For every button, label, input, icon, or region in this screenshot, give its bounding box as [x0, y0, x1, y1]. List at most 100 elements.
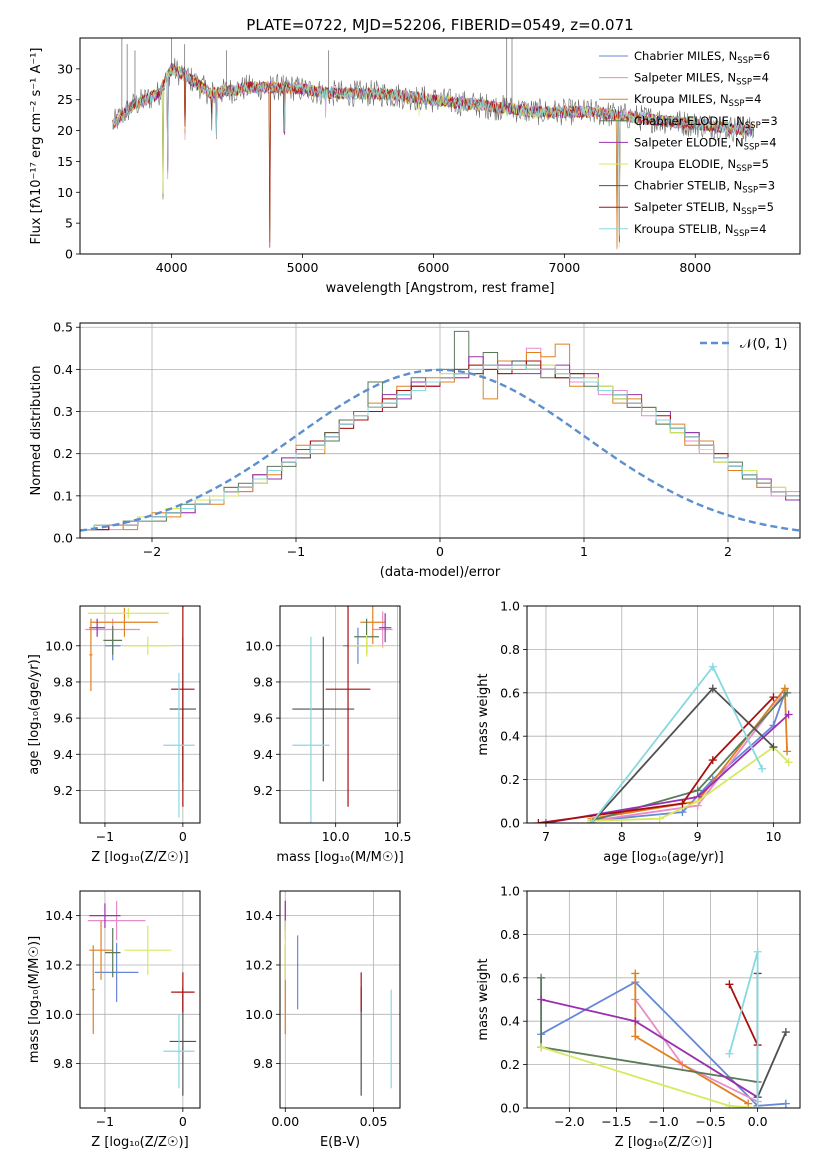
legend-subscript: SSP	[736, 78, 752, 88]
legend-subscript: SSP	[745, 121, 761, 131]
x-tick-label: 9	[694, 829, 702, 844]
weight-point-marker	[753, 1097, 762, 1106]
y-tick-label: 0.4	[53, 362, 73, 377]
x-tick-label: 8000	[679, 260, 711, 275]
y-tick-label: 0.8	[500, 927, 520, 942]
x-tick-label: −1	[96, 1114, 114, 1129]
x-tick-label: −2.0	[554, 1114, 584, 1129]
x-tick-label: −1	[96, 829, 114, 844]
axes-frame	[279, 890, 401, 1109]
legend-label: Chabrier MILES, NSSP=6	[634, 49, 770, 66]
y-tick-label: 9.6	[253, 711, 273, 726]
x-tick-label: 0	[179, 1114, 187, 1129]
y-tick-label: 0	[65, 247, 73, 262]
histogram-series	[80, 364, 800, 538]
y-tick-label: 9.8	[253, 1056, 273, 1071]
y-tick-label: 1.0	[500, 599, 520, 614]
y-tick-label: 10.0	[45, 1007, 73, 1022]
legend-subscript: SSP	[734, 229, 750, 239]
legend-label: 𝒩(0, 1)	[740, 337, 787, 352]
y-tick-label: 10.4	[245, 908, 273, 923]
x-axis-label: age [log₁₀(age/yr)]	[603, 850, 724, 865]
y-tick-label: 9.4	[53, 747, 73, 762]
y-axis-label: Normed distribution	[29, 366, 44, 496]
weight-point-marker	[693, 797, 702, 806]
x-tick-label: 0.00	[271, 1114, 299, 1129]
legend-count: =4	[749, 222, 766, 236]
x-tick-label: −2	[143, 544, 161, 559]
histogram-series	[80, 356, 800, 538]
y-tick-label: 9.6	[53, 711, 73, 726]
weight-point-marker	[725, 1101, 734, 1108]
weight-point-marker	[781, 1099, 790, 1108]
weight-point-marker	[541, 819, 550, 823]
y-tick-label: 9.2	[53, 783, 73, 798]
legend-subscript: SSP	[729, 99, 745, 109]
y-axis-label: age [log₁₀(age/yr)]	[27, 654, 42, 775]
chart-title: PLATE=0722, MJD=52206, FIBERID=0549, z=0…	[246, 16, 633, 34]
plot-area	[80, 606, 200, 823]
y-tick-label: 0.2	[500, 772, 520, 787]
axes-frame	[79, 890, 201, 1109]
legend-name: Salpeter ELODIE, N	[634, 135, 744, 149]
legend-count: =6	[753, 49, 770, 63]
legend-label: Salpeter STELIB, NSSP=5	[634, 200, 774, 217]
panel-mass-weight-vs-z: −2.0 −1.5 −1.0 −0.5 0.0 0.0 0.2 0.4 0.6 0.8 1.0 Z […	[476, 884, 801, 1150]
histogram-series	[80, 364, 800, 538]
weight-point-marker	[781, 1028, 790, 1037]
plot-area	[80, 891, 200, 1108]
y-tick-label: 0.6	[500, 685, 520, 700]
panel-mass-vs-z: −1 0 9.8 10.0 10.2 10.4 Z [log₁₀(Z/Z☉)] mass [l…	[27, 890, 201, 1150]
legend-label: Kroupa ELODIE, NSSP=5	[634, 157, 769, 174]
weight-series-line	[540, 980, 786, 1107]
x-axis-label: Z [log₁₀(Z/Z☉)]	[91, 850, 188, 865]
y-tick-label: 20	[57, 123, 73, 138]
y-axis-label: mass weight	[476, 958, 491, 1040]
y-tick-label: 5	[65, 216, 73, 231]
y-tick-label: 9.8	[53, 674, 73, 689]
panel-mass-vs-ebv: 0.00 0.05 9.8 10.0 10.2 10.4 E(B-V)	[245, 890, 401, 1150]
x-tick-label: 7000	[548, 260, 580, 275]
legend-name: Chabrier ELODIE, N	[634, 114, 745, 128]
y-tick-label: 10.2	[245, 957, 273, 972]
weight-point-marker	[631, 1017, 640, 1026]
legend-label: Salpeter MILES, NSSP=4	[634, 71, 769, 88]
panel-age-vs-mass: 10.0 10.5 9.2 9.4 9.6 9.8 10.0 mass [log₁₀(M/M☉…	[245, 605, 412, 865]
histogram-series	[80, 364, 800, 538]
y-axis-label: mass weight	[476, 673, 491, 755]
weight-series-line	[756, 973, 787, 1098]
weight-point-marker	[534, 819, 543, 823]
legend-subscript: SSP	[744, 142, 760, 152]
legend-count: =4	[752, 71, 769, 85]
plot-area	[112, 38, 755, 250]
legend-subscript: SSP	[736, 164, 752, 174]
y-tick-label: 9.4	[253, 747, 273, 762]
y-tick-label: 10.0	[245, 638, 273, 653]
x-tick-label: −0.5	[695, 1114, 725, 1129]
y-tick-label: 9.2	[253, 783, 273, 798]
weight-point-marker	[537, 1043, 546, 1052]
weight-point-marker	[631, 969, 640, 978]
weight-point-marker	[631, 1032, 640, 1041]
legend-count: =3	[758, 179, 775, 193]
weight-point-marker	[678, 808, 687, 817]
x-axis-label: mass [log₁₀(M/M☉)]	[276, 850, 403, 865]
y-tick-label: 0.4	[500, 1014, 520, 1029]
legend-name: Chabrier MILES, N	[634, 49, 737, 63]
x-axis-label: (data-model)/error	[380, 565, 501, 580]
axes-frame	[279, 605, 401, 824]
x-tick-label: 0.05	[360, 1114, 388, 1129]
legend-label: Chabrier STELIB, NSSP=3	[634, 179, 775, 196]
y-tick-label: 10	[57, 185, 73, 200]
axes-frame	[79, 37, 801, 255]
legend-count: =3	[761, 114, 778, 128]
spectrum-line	[112, 67, 755, 236]
histogram-series	[80, 330, 800, 538]
y-tick-label: 0.4	[500, 729, 520, 744]
y-axis-label: Flux [fλ10⁻¹⁷ erg cm⁻² s⁻¹ A⁻¹]	[29, 48, 44, 245]
x-tick-label: 0	[436, 544, 444, 559]
legend-subscript: SSP	[742, 186, 758, 196]
weight-point-marker	[783, 688, 792, 697]
x-tick-label: 0.0	[748, 1114, 768, 1129]
x-tick-label: 10.5	[384, 829, 412, 844]
